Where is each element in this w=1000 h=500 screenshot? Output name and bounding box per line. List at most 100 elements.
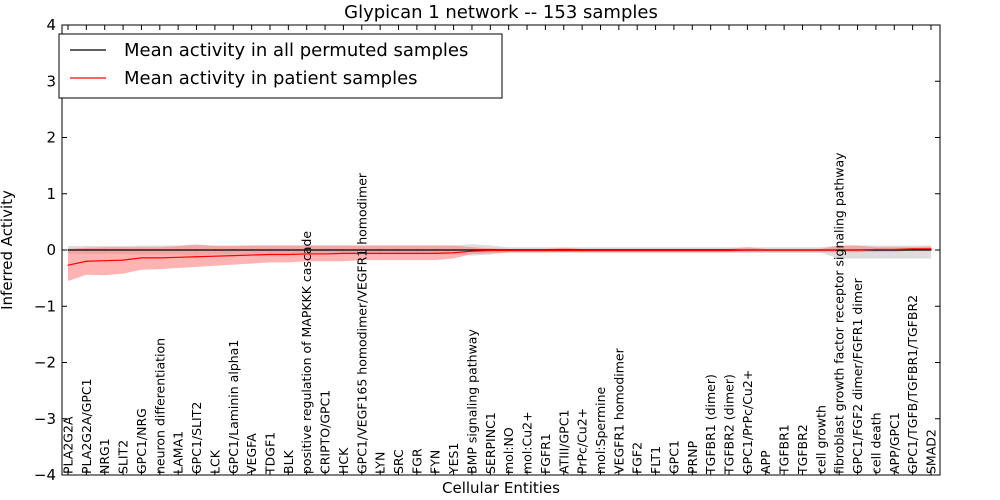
- x-category-label: mol:Cu2+: [520, 411, 535, 474]
- legend-label-patient: Mean activity in patient samples: [124, 68, 418, 89]
- x-category-label: fibroblast growth factor receptor signal…: [832, 152, 847, 474]
- chart-title: Glypican 1 network -- 153 samples: [344, 2, 658, 23]
- point-series-0-10: [251, 249, 253, 251]
- point-series-0-6: [177, 249, 179, 251]
- point-series-1-45: [893, 248, 895, 251]
- point-series-0-4: [140, 249, 143, 251]
- point-series-0-8: [214, 249, 216, 251]
- point-series-1-26: [544, 249, 547, 252]
- y-tick-label: 0: [46, 241, 56, 259]
- x-category-label: cell death: [868, 412, 883, 474]
- point-series-1-5: [159, 257, 161, 259]
- point-series-1-14: [324, 253, 326, 255]
- y-tick-label: −1: [34, 297, 56, 315]
- point-series-1-13: [306, 253, 308, 255]
- x-category-label: LAMA1: [171, 431, 186, 474]
- x-category-label: NRG1: [97, 438, 112, 474]
- x-category-label: CRIPTO/GPC1: [318, 390, 333, 474]
- point-series-0-15: [342, 249, 345, 251]
- point-series-1-17: [379, 252, 381, 254]
- x-category-label: GPC1/SLIT2: [189, 402, 204, 474]
- point-series-1-0: [67, 264, 69, 266]
- point-series-0-2: [104, 249, 106, 251]
- point-series-1-40: [801, 249, 804, 251]
- x-category-label: BLK: [281, 449, 296, 474]
- x-axis-label: Cellular Entities: [442, 479, 560, 497]
- point-series-0-16: [361, 249, 363, 251]
- series-lines: [67, 248, 932, 266]
- y-tick-label: −2: [34, 354, 56, 372]
- legend-label-permuted: Mean activity in all permuted samples: [124, 40, 468, 61]
- x-category-label: FGF2: [630, 442, 645, 474]
- x-axis-ticks: PLA2G2A PLA2G2A/GPC1 NRG1 SLIT2 GPC1/NRG neur…: [61, 25, 939, 475]
- x-category-label: BMP signaling pathway: [464, 329, 479, 474]
- x-category-label: FLT1: [648, 446, 663, 474]
- point-series-0-46: [912, 249, 914, 251]
- point-series-1-23: [489, 249, 491, 252]
- x-category-label: TGFBR2: [795, 424, 810, 475]
- point-series-1-29: [599, 249, 602, 252]
- x-category-label: GPC1/VEGF165 homodimer/VEGFR1 homodimer: [354, 172, 369, 474]
- point-series-1-35: [710, 249, 712, 252]
- y-tick-label: −3: [34, 410, 56, 428]
- point-series-1-38: [765, 249, 767, 251]
- x-category-label: FYN: [428, 450, 443, 474]
- x-category-label: ATIII/GPC1: [556, 410, 571, 474]
- x-category-label: VEGFR1 homodimer: [611, 347, 626, 474]
- point-series-1-39: [783, 249, 785, 251]
- x-category-label: VEGFA: [244, 433, 259, 474]
- legend: Mean activity in all permuted samples Me…: [58, 33, 503, 99]
- y-tick-label: 1: [46, 185, 56, 203]
- point-series-0-7: [195, 249, 198, 251]
- point-series-0-1: [85, 249, 87, 251]
- point-series-1-31: [636, 249, 638, 252]
- y-tick-label: 4: [46, 16, 56, 34]
- point-series-1-22: [471, 250, 473, 252]
- y-tick-label: 2: [46, 129, 56, 147]
- point-series-1-24: [508, 249, 510, 252]
- point-series-0-19: [416, 249, 418, 251]
- point-series-1-21: [453, 252, 455, 254]
- point-series-1-1: [85, 260, 87, 262]
- y-tick-label: 3: [46, 72, 56, 90]
- point-series-1-15: [342, 252, 345, 254]
- point-series-1-3: [122, 259, 124, 261]
- y-tick-label: −4: [34, 466, 56, 484]
- point-series-1-2: [104, 260, 106, 262]
- point-series-0-22: [471, 249, 473, 251]
- point-series-1-20: [434, 252, 436, 254]
- point-series-1-44: [875, 248, 877, 251]
- point-series-0-13: [306, 249, 308, 251]
- y-axis-label: Inferred Activity: [0, 190, 16, 310]
- x-category-label: TGFBR2 (dimer): [722, 374, 737, 475]
- point-series-1-27: [563, 249, 565, 252]
- x-category-label: PLA2G2A: [61, 416, 76, 474]
- point-series-0-9: [232, 249, 234, 251]
- x-category-label: PRNP: [685, 440, 700, 474]
- point-series-1-16: [361, 252, 363, 254]
- x-category-label: GPC1/NRG: [134, 408, 149, 474]
- point-series-1-11: [269, 253, 271, 256]
- legend-box: [58, 33, 503, 99]
- x-category-label: PrPc/Cu2+: [575, 408, 590, 474]
- point-series-1-32: [654, 249, 657, 252]
- point-series-1-43: [856, 249, 859, 251]
- x-category-label: APP: [758, 450, 773, 474]
- x-category-label: SRC: [391, 449, 406, 474]
- x-category-label: HCK: [336, 447, 351, 474]
- x-category-label: SLIT2: [116, 440, 131, 474]
- point-series-1-19: [416, 252, 418, 254]
- point-series-0-3: [122, 249, 124, 251]
- x-category-label: TGFBR1: [777, 424, 792, 475]
- point-series-1-28: [581, 249, 583, 252]
- point-series-1-42: [838, 249, 840, 251]
- x-category-label: positive regulation of MAPKKK cascade: [299, 231, 314, 474]
- x-category-label: GPC1/Laminin alpha1: [226, 340, 241, 474]
- x-category-label: TDGF1: [262, 432, 277, 475]
- x-category-label: mol:NO: [501, 427, 516, 474]
- point-series-1-46: [912, 248, 914, 250]
- point-series-1-41: [820, 249, 822, 251]
- point-series-0-5: [159, 249, 161, 251]
- x-category-label: LCK: [207, 449, 222, 474]
